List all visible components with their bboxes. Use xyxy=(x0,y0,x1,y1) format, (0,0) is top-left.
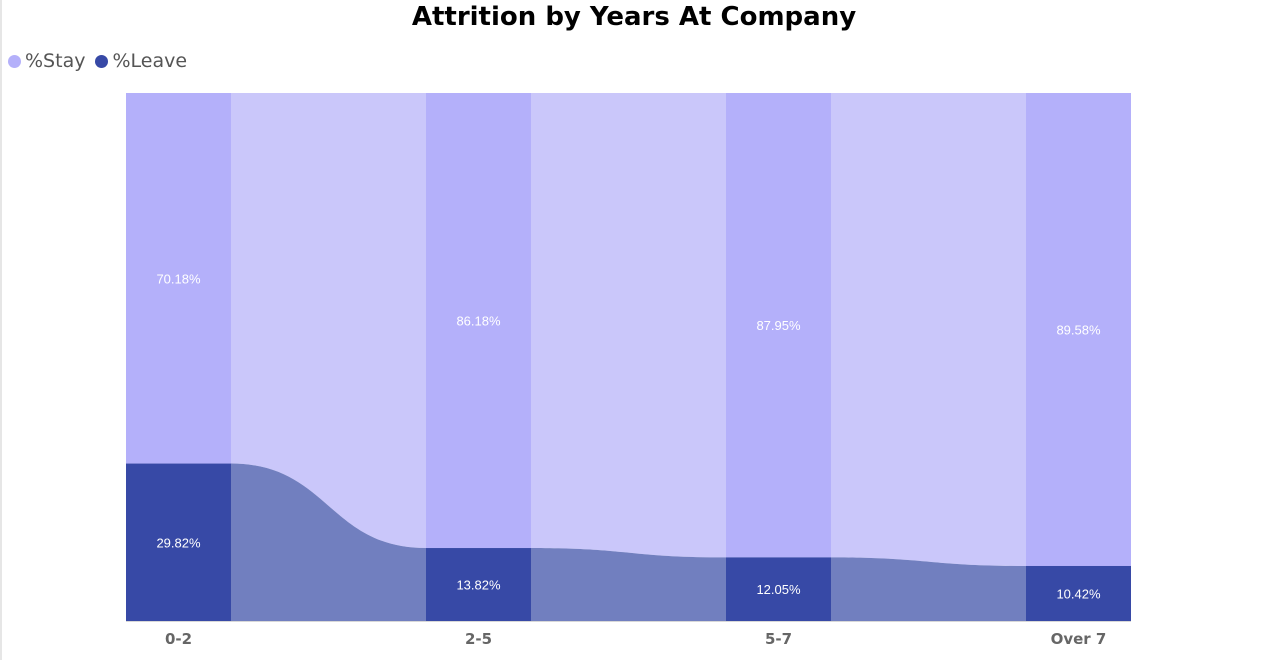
data-label-leave-2: 13.82% xyxy=(456,578,501,593)
data-label-leave-3: 12.05% xyxy=(756,582,801,597)
bar-leave-1 xyxy=(126,463,231,621)
x-tick-label-1: 0-2 xyxy=(165,630,192,648)
legend-label-stay: %Stay xyxy=(25,50,86,72)
data-label-stay-2: 86.18% xyxy=(456,314,501,329)
x-tick-label-4: Over 7 xyxy=(1051,630,1107,648)
bar-stay-4 xyxy=(1026,93,1131,566)
ribbon-leave-1 xyxy=(231,463,426,621)
legend-item-stay[interactable]: %Stay xyxy=(8,50,85,72)
bar-stay-2 xyxy=(426,93,531,549)
ribbon-leave-2 xyxy=(531,548,726,621)
legend-label-leave: %Leave xyxy=(112,50,188,72)
bar-leave-3 xyxy=(726,557,831,621)
legend-item-leave[interactable]: %Leave xyxy=(95,50,187,72)
legend: %Stay %Leave xyxy=(8,50,197,72)
ribbon-stay-2 xyxy=(531,93,726,558)
legend-dot-leave xyxy=(95,54,109,68)
bar-stay-3 xyxy=(726,93,831,558)
data-label-stay-1: 70.18% xyxy=(156,271,201,286)
legend-dot-stay xyxy=(8,54,21,68)
x-tick-label-3: 5-7 xyxy=(765,630,792,648)
x-tick-label-2: 2-5 xyxy=(465,630,492,648)
data-label-stay-4: 89.58% xyxy=(1056,322,1101,337)
bar-leave-4 xyxy=(1026,565,1131,621)
bar-stay-1 xyxy=(126,93,231,464)
ribbon-stay-1 xyxy=(231,93,426,549)
data-label-stay-3: 87.95% xyxy=(756,318,801,333)
chart-title: Attrition by Years At Company xyxy=(411,2,857,32)
left-rule xyxy=(0,0,2,660)
ribbon-stay-3 xyxy=(831,93,1026,566)
data-label-leave-4: 10.42% xyxy=(1056,586,1101,601)
ribbon-leave-3 xyxy=(831,557,1026,621)
data-label-leave-1: 29.82% xyxy=(156,535,201,550)
bar-leave-2 xyxy=(426,548,531,621)
